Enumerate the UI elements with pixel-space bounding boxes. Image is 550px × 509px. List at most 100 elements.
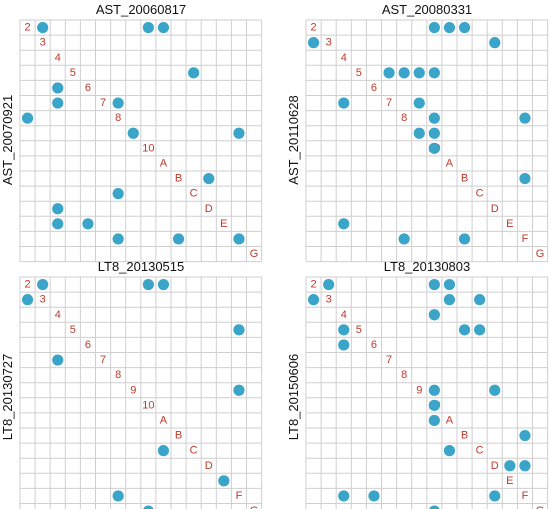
diagonal-label: 7 (386, 97, 392, 109)
data-point (338, 97, 350, 109)
data-point (112, 97, 124, 109)
panel-ylabel: LT8_20130727 (0, 354, 15, 441)
data-point (142, 21, 154, 34)
data-point (142, 278, 154, 291)
data-point (428, 384, 440, 396)
data-point (157, 445, 170, 457)
diagonal-label: 8 (115, 112, 121, 124)
diagonal-label: G (250, 505, 259, 509)
data-point (383, 67, 395, 79)
data-point (443, 21, 456, 34)
data-point (428, 67, 440, 79)
data-point (474, 324, 486, 336)
data-point (112, 233, 124, 245)
panel-2: AST_20080331AST_201106282345678910ABCDEF… (286, 2, 549, 263)
diagonal-label: 9 (416, 384, 422, 396)
data-point (458, 233, 471, 245)
diagonal-label: 7 (100, 97, 106, 109)
diagonal-label: 5 (70, 324, 76, 336)
panel-ylabel: AST_20110628 (286, 95, 301, 184)
panel-title: AST_20060817 (96, 2, 186, 17)
data-point (474, 294, 486, 306)
diagonal-label: 6 (85, 339, 91, 351)
data-point (489, 37, 501, 49)
data-point (338, 324, 350, 336)
diagonal-label: B (175, 173, 182, 185)
data-point (112, 490, 124, 502)
data-point (203, 172, 215, 185)
grid (19, 19, 263, 263)
grid (19, 276, 263, 509)
panel-1: AST_20060817AST_200709212345678910ABCDEF… (0, 2, 263, 263)
diagonal-label: B (175, 430, 182, 442)
diagonal-label: 2 (310, 22, 316, 34)
diagonal-label: E (220, 218, 227, 230)
data-point (82, 218, 94, 230)
diagonal-label: F (236, 490, 243, 502)
data-point (218, 475, 230, 487)
diagonal-label: 6 (85, 82, 91, 94)
diagonal-label: B (461, 430, 468, 442)
data-point (519, 429, 531, 442)
data-point (307, 294, 320, 306)
data-point (52, 82, 64, 94)
data-point (504, 460, 516, 472)
diagonal-label: 2 (310, 279, 316, 291)
diagonal-label: G (536, 505, 545, 509)
diagonal-label: G (536, 248, 545, 260)
diagonal-label: 4 (341, 52, 347, 64)
data-point (443, 445, 456, 457)
diagonal-label: 4 (55, 309, 61, 321)
data-point (233, 324, 245, 336)
data-point (428, 414, 440, 427)
diagonal-label: 3 (326, 294, 332, 306)
panel-4: LT8_20130803LT8_201506062345678910ABCDEF… (286, 259, 549, 509)
panel-title: LT8_20130515 (98, 259, 185, 274)
diagonal-label: 6 (371, 82, 377, 94)
diagonal-label: C (190, 188, 198, 200)
diagonal-label: A (446, 157, 454, 169)
diagonal-label: 4 (55, 52, 61, 64)
diagonal-label: B (461, 173, 468, 185)
data-point (233, 127, 245, 139)
diagonal-label: 3 (40, 37, 46, 49)
diagonal-label: 2 (24, 22, 30, 34)
data-point (338, 339, 350, 351)
diagonal-label: D (205, 460, 213, 472)
diagonal-label: 10 (142, 399, 154, 411)
data-point (428, 399, 440, 411)
data-point (429, 505, 440, 509)
data-point (323, 278, 335, 291)
panel-ylabel: AST_20070921 (0, 95, 15, 185)
data-point (233, 233, 245, 245)
data-point (172, 233, 185, 245)
panel-ylabel: LT8_20150606 (286, 354, 301, 441)
diagonal-label: D (491, 203, 499, 215)
grid (305, 276, 549, 509)
diagonal-label: F (522, 233, 529, 245)
data-point (428, 21, 440, 34)
diagonal-label: 8 (401, 369, 407, 381)
data-point (368, 490, 380, 502)
data-point (428, 112, 440, 124)
data-point (519, 172, 531, 185)
data-point (188, 67, 200, 79)
diagonal-label: 3 (326, 37, 332, 49)
data-point (338, 490, 350, 502)
data-point (143, 505, 154, 509)
data-point (21, 112, 34, 124)
diagonal-label: 10 (142, 142, 154, 154)
data-point (157, 21, 170, 34)
data-point (428, 142, 440, 154)
data-point (413, 127, 425, 139)
panel-3: LT8_20130515LT8_201307272345678910ABCDEF… (0, 259, 263, 509)
data-point (428, 127, 440, 139)
diagonal-label: 5 (356, 67, 362, 79)
data-point (443, 294, 456, 306)
data-point (37, 21, 49, 34)
panel-title: LT8_20130803 (384, 259, 471, 274)
diagonal-label: D (205, 203, 213, 215)
diagonal-label: A (446, 414, 454, 426)
data-point (52, 218, 64, 230)
